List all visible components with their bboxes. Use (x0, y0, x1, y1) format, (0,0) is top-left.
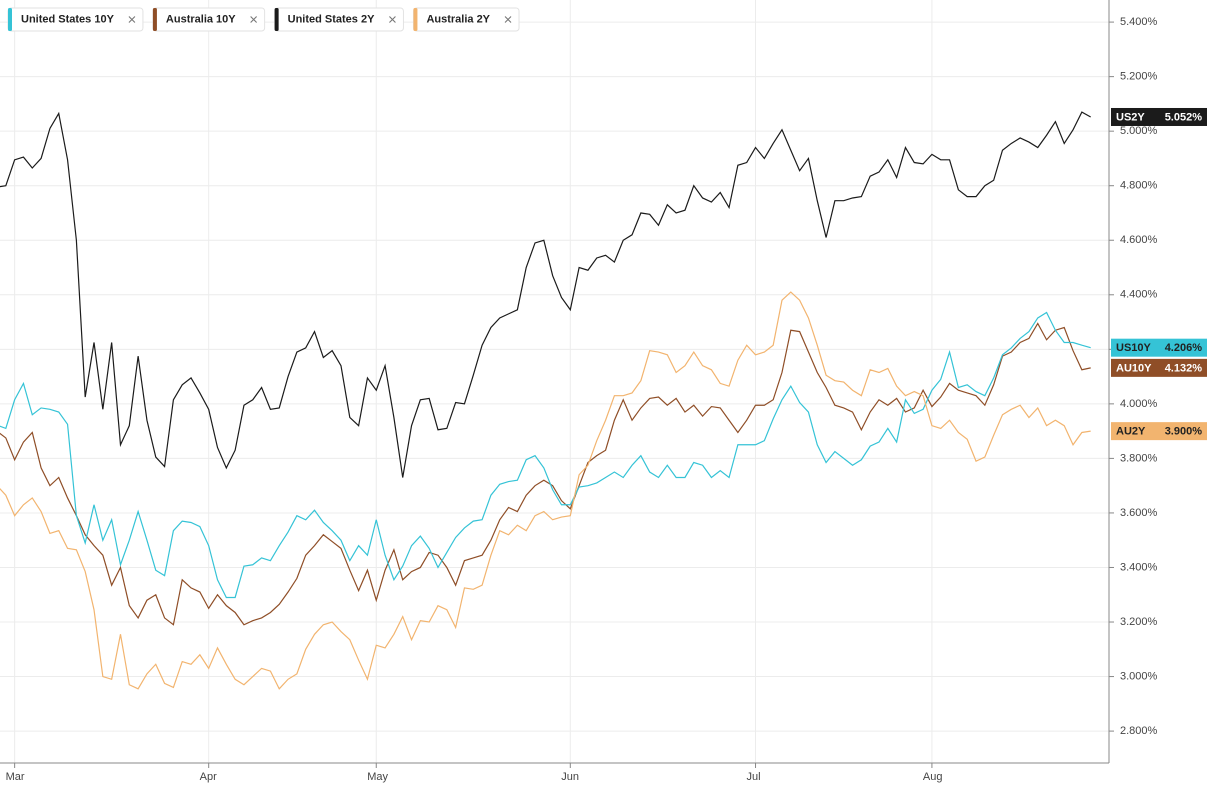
y-tick-label: 5.400% (1120, 16, 1158, 28)
value-tag-label: 4.206% (1165, 342, 1203, 354)
value-tag-symbol: US10Y (1116, 342, 1152, 354)
value-tag (1111, 358, 1207, 377)
legend-swatch (274, 8, 279, 31)
grid (0, 0, 1109, 763)
series-line (0, 291, 1091, 690)
legend-item[interactable]: Australia 2Y (412, 7, 520, 32)
value-tag (1111, 107, 1207, 126)
legend-label: United States 10Y (21, 13, 115, 25)
legend: United States 10Y Australia 10Y United Sta… (7, 7, 520, 32)
legend-close[interactable] (128, 16, 136, 23)
value-tag-label: 5.052% (1165, 111, 1203, 123)
y-tick-label: 4.600% (1120, 234, 1158, 246)
y-tick-label: 5.200% (1120, 71, 1158, 83)
value-tag (1111, 338, 1207, 357)
legend-label: Australia 2Y (426, 13, 490, 25)
series-line (0, 311, 1091, 599)
y-tick-label: 3.200% (1120, 616, 1158, 628)
legend-label: Australia 10Y (166, 13, 236, 25)
series-line (0, 111, 1091, 478)
value-tag-label: 4.132% (1165, 362, 1203, 374)
y-tick-label: 3.000% (1120, 670, 1158, 682)
y-tick-label: 2.800% (1120, 725, 1158, 737)
y-tick-label: 3.800% (1120, 452, 1158, 464)
value-tag-label: 3.900% (1165, 426, 1203, 438)
legend-label: United States 2Y (288, 13, 375, 25)
y-tick-label: 4.800% (1120, 180, 1158, 192)
x-tick-label: Jun (561, 771, 579, 783)
x-tick-label: Jul (747, 771, 761, 783)
legend-item[interactable]: Australia 10Y (152, 7, 266, 32)
series-line (0, 322, 1091, 626)
y-tick-label: 3.600% (1120, 507, 1158, 519)
legend-swatch (152, 8, 157, 31)
tags: US10Y 4.206% AU10Y 4.132% US2Y 5.052% AU2Y 3.90… (1111, 107, 1207, 441)
legend-swatch (8, 8, 12, 31)
x-tick-label: Mar (6, 771, 25, 783)
legend-close[interactable] (250, 16, 258, 23)
y-tick-label: 4.400% (1120, 289, 1158, 301)
legend-close[interactable] (504, 16, 512, 23)
legend-item[interactable]: United States 2Y (274, 7, 404, 32)
legend-item[interactable]: United States 10Y (7, 7, 144, 32)
y-tick-label: 3.400% (1120, 561, 1158, 573)
y-tick-label: 5.000% (1120, 125, 1158, 137)
plot (0, 111, 1091, 690)
legend-close[interactable] (389, 16, 396, 23)
y-tick-label: 4.000% (1120, 398, 1158, 410)
value-tag-symbol: AU2Y (1116, 426, 1146, 438)
x-tick-label: Apr (200, 771, 217, 783)
value-tag (1111, 422, 1207, 441)
value-tag-symbol: AU10Y (1116, 362, 1152, 374)
value-tag-symbol: US2Y (1116, 111, 1145, 123)
x-tick-label: May (367, 771, 388, 783)
legend-swatch (413, 8, 418, 31)
x-tick-label: Aug (923, 771, 943, 783)
